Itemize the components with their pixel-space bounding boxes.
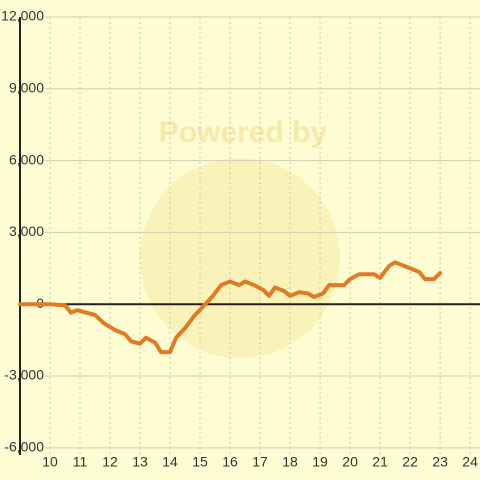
x-tick-label: 12 (102, 454, 118, 470)
y-tick-label: 12,000 (1, 8, 44, 24)
x-tick-label: 16 (222, 454, 238, 470)
x-tick-label: 10 (42, 454, 58, 470)
x-tick-label: 23 (432, 454, 448, 470)
x-tick-label: 24 (462, 454, 478, 470)
x-tick-label: 17 (252, 454, 268, 470)
x-tick-label: 22 (402, 454, 418, 470)
x-tick-label: 18 (282, 454, 298, 470)
x-tick-label: 21 (372, 454, 388, 470)
x-tick-label: 14 (162, 454, 178, 470)
y-tick-label: -6,000 (4, 439, 44, 455)
watermark: Powered by (159, 116, 328, 149)
y-tick-label: 3,000 (9, 223, 44, 239)
data-line (18, 260, 443, 355)
x-tick-label: 11 (73, 454, 88, 470)
x-tick-label: 15 (192, 454, 208, 470)
x-tick-label: 13 (132, 454, 148, 470)
x-tick-label: 19 (312, 454, 328, 470)
x-tick-label: 20 (342, 454, 358, 470)
y-tick-label: 6,000 (9, 151, 44, 167)
y-tick-label: -3,000 (4, 367, 44, 383)
y-tick-label: 9,000 (9, 80, 44, 96)
